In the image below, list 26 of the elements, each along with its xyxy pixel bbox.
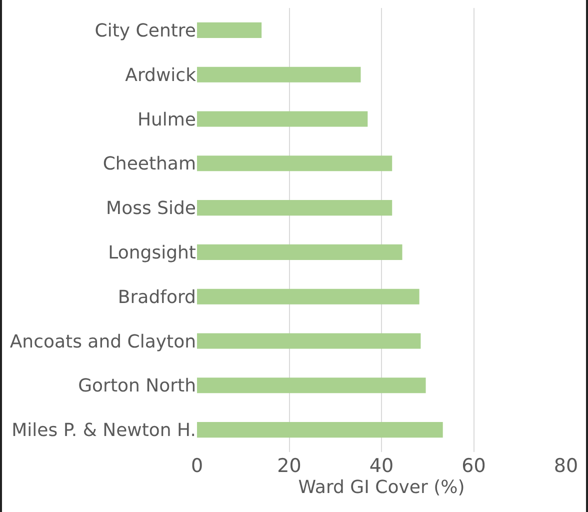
- y-tick-label: Moss Side: [106, 198, 196, 220]
- y-tick-label: Miles P. & Newton H.: [12, 420, 196, 442]
- bar: [197, 422, 443, 438]
- bar: [197, 244, 402, 260]
- y-tick-label: Gorton North: [78, 376, 196, 397]
- y-tick-label: City Centre: [94, 20, 196, 42]
- y-tick-label: Ardwick: [125, 64, 197, 86]
- bar: [197, 200, 392, 216]
- y-tick-label: Hulme: [137, 109, 196, 130]
- bar: [197, 22, 262, 38]
- bar: [197, 333, 421, 349]
- x-tick-label: 60: [462, 455, 486, 477]
- x-tick-label: 0: [190, 455, 204, 477]
- x-axis-title: Ward GI Cover (%): [298, 477, 465, 498]
- y-tick-label: Cheetham: [102, 154, 196, 175]
- bar: [197, 66, 361, 82]
- bar: [197, 378, 426, 394]
- bar: [197, 156, 392, 172]
- x-tick-label: 80: [554, 455, 578, 477]
- y-tick-label: Bradford: [118, 286, 196, 308]
- bar: [197, 288, 420, 304]
- y-tick-label: Ancoats and Clayton: [10, 331, 196, 352]
- x-tick-label: 20: [277, 455, 302, 477]
- x-tick-label: 40: [369, 455, 394, 477]
- y-tick-label: Longsight: [108, 242, 196, 264]
- bar: [197, 111, 368, 127]
